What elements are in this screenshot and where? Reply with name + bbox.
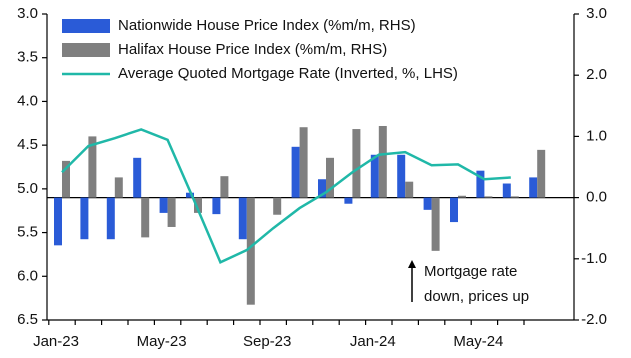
bar [510, 196, 519, 198]
bar [212, 197, 221, 215]
y2-tick-label: 2.0 [586, 66, 607, 83]
legend-label: Nationwide House Price Index (%m/m, RHS) [118, 17, 416, 34]
y-tick-label: 5.5 [17, 224, 38, 241]
bar [133, 157, 142, 198]
y-tick-label: 3.5 [17, 49, 38, 66]
bar [273, 197, 282, 215]
x-tick-label: Jan-23 [33, 333, 79, 350]
y-tick-label: 3.0 [17, 5, 38, 22]
bar [159, 197, 168, 213]
bar [62, 160, 70, 198]
x-tick-label: May-23 [137, 333, 187, 350]
bar [167, 197, 176, 227]
bar [370, 154, 379, 198]
y-tick-label: 6.5 [17, 311, 38, 328]
bar [291, 146, 300, 198]
x-tick-label: May-24 [453, 333, 503, 350]
bar [326, 157, 334, 198]
bar [220, 176, 229, 198]
legend-swatch [62, 43, 110, 57]
y2-tick-label: 0.0 [586, 189, 607, 206]
bar [529, 177, 538, 198]
y-tick-label: 4.0 [17, 92, 38, 109]
bar [423, 197, 432, 210]
bar [378, 125, 387, 198]
x-tick-label: Jan-24 [350, 333, 396, 350]
bar [299, 127, 308, 198]
line [61, 128, 511, 264]
bar [344, 197, 353, 204]
y2-tick-label: -2.0 [581, 311, 607, 328]
bar [502, 183, 511, 198]
bar [450, 197, 458, 223]
bar [246, 197, 255, 305]
bar [476, 170, 485, 198]
annotation: down, prices up [424, 288, 529, 305]
bar [80, 197, 89, 240]
bar [397, 154, 406, 198]
x-tick-label: Sep-23 [243, 333, 291, 350]
bar [352, 129, 361, 198]
bar [106, 197, 115, 240]
y2-tick-label: -1.0 [581, 250, 607, 267]
legend-label: Halifax House Price Index (%m/m, RHS) [118, 41, 387, 58]
annotation-arrowhead [408, 260, 416, 268]
bar [141, 197, 150, 238]
legend-swatch [62, 19, 110, 33]
annotation: Mortgage rate [424, 263, 517, 280]
bar [238, 197, 247, 240]
bar [458, 195, 466, 198]
bar [405, 181, 414, 198]
bar [186, 192, 194, 198]
legend-label: Average Quoted Mortgage Rate (Inverted, … [118, 65, 458, 82]
bar [431, 197, 440, 251]
bar [194, 197, 202, 213]
y2-tick-label: 1.0 [586, 127, 607, 144]
bar [88, 136, 97, 198]
bar [537, 149, 546, 198]
y2-tick-label: 3.0 [586, 5, 607, 22]
bar [114, 177, 123, 198]
y-tick-label: 6.0 [17, 267, 38, 284]
bar [318, 179, 326, 198]
bar [484, 196, 493, 198]
bar [54, 197, 62, 246]
y-tick-label: 5.0 [17, 180, 38, 197]
y-tick-label: 4.5 [17, 136, 38, 153]
